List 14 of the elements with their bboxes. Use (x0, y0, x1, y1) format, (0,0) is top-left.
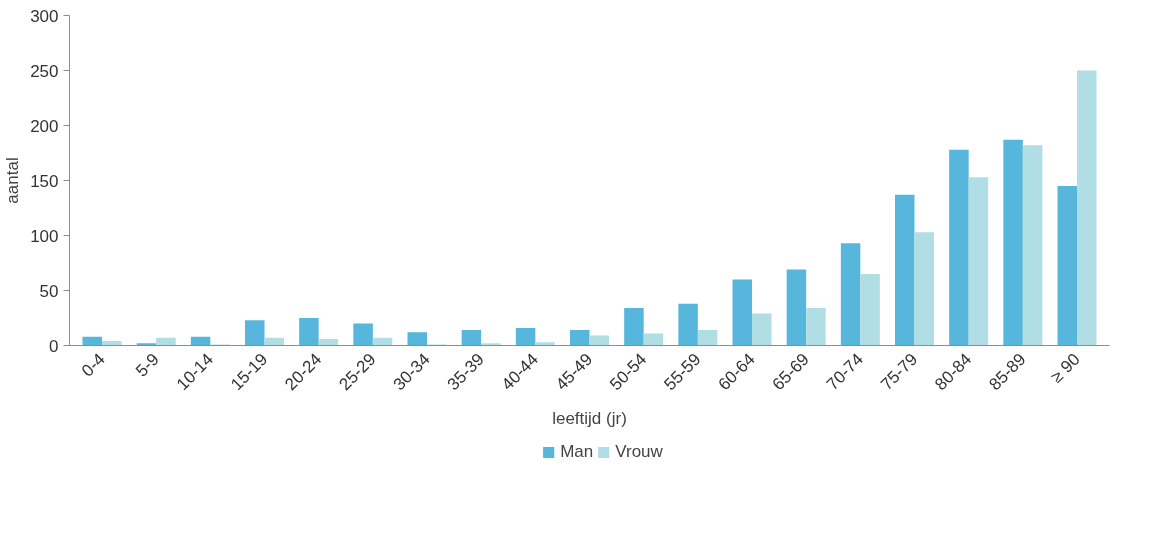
x-tick-label: 5-9 (132, 349, 163, 381)
y-tick-label: 250 (30, 61, 59, 81)
y-tick-label: 150 (30, 171, 59, 191)
y-tick-label: 300 (30, 6, 59, 26)
y-axis-title: aantal (3, 157, 23, 204)
legend-label: Man (560, 442, 594, 462)
legend-label: Vrouw (615, 442, 663, 462)
y-tick-label: 0 (49, 336, 59, 356)
y-tick-label: 50 (39, 281, 59, 301)
x-tick-label: ≥ 90 (1046, 349, 1084, 387)
y-tick-label: 100 (30, 226, 59, 246)
x-axis-title: leeftijd (jr) (552, 408, 627, 428)
y-tick-label: 200 (30, 116, 59, 136)
x-tick-label: 0-4 (77, 349, 109, 381)
